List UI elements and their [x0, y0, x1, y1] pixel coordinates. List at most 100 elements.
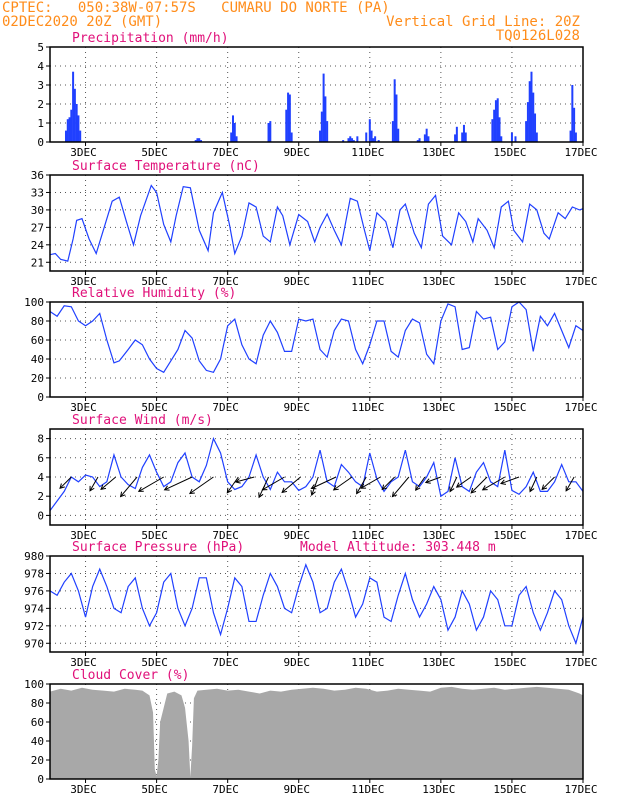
precip-bar — [571, 85, 574, 142]
wind-xtick-label: 17DEC — [564, 529, 597, 542]
precip-bar — [324, 96, 327, 142]
precip-bar — [496, 98, 499, 142]
temp-xtick-label: 15DEC — [493, 275, 526, 288]
rh-frame — [49, 301, 584, 398]
wind-arrow-head — [261, 485, 268, 491]
precip-bar — [66, 119, 69, 142]
wind-arrow — [311, 476, 319, 496]
wind-arrow — [482, 476, 506, 491]
precip-bar — [70, 109, 73, 142]
precip-bar — [494, 100, 497, 142]
temp-ytick-label: 30 — [31, 204, 44, 217]
wind-arrow-head — [449, 486, 455, 493]
header-line2-left: 02DEC2020 20Z (GMT) — [2, 14, 163, 30]
precip-bar — [196, 138, 199, 142]
rh-xtick-label: 15DEC — [493, 401, 526, 414]
pressure-annotation: Model Altitude: 303.448 m — [300, 540, 496, 555]
header-line2-right: Vertical Grid Line: 20Z — [386, 14, 580, 30]
wind-arrow — [59, 476, 72, 489]
precip-bar — [427, 136, 430, 142]
temp-xtick-label: 5DEC — [141, 275, 168, 288]
precip-bar — [393, 79, 396, 142]
precip-bar — [569, 130, 572, 142]
temp-xtick-label: 7DEC — [212, 275, 239, 288]
rh-ytick-label: 40 — [31, 353, 44, 366]
wind-arrow — [500, 476, 520, 485]
precip-bar — [269, 121, 272, 142]
wind-arrow-head — [481, 485, 488, 491]
precip-bar — [514, 136, 517, 142]
pressure-ytick-label: 972 — [24, 620, 44, 633]
precip-bar — [349, 136, 352, 142]
precip-ytick-label: 5 — [37, 41, 44, 54]
cloud-ytick-label: 40 — [31, 735, 44, 748]
temp-xtick-label: 9DEC — [283, 275, 310, 288]
rh-xtick-label: 5DEC — [141, 401, 168, 414]
pressure-xtick-label: 9DEC — [283, 656, 310, 669]
precip-bar — [351, 138, 354, 142]
wind-arrow-head — [424, 478, 431, 484]
wind-xtick-label: 15DEC — [493, 529, 526, 542]
wind-xtick-label: 5DEC — [141, 529, 168, 542]
wind-arrow-head — [415, 485, 421, 491]
pressure-ytick-label: 980 — [24, 550, 44, 563]
precip-bar — [500, 136, 503, 142]
precip-bar — [510, 132, 513, 142]
rh-xtick-label: 9DEC — [283, 401, 310, 414]
wind-xtick-label: 7DEC — [212, 529, 239, 542]
wind-xtick-label: 11DEC — [351, 529, 384, 542]
pressure-xtick-label: 5DEC — [141, 656, 168, 669]
cloud-ytick-label: 20 — [31, 754, 44, 767]
wind-arrow — [360, 476, 381, 489]
wind-panel — [46, 428, 584, 529]
pressure-ytick-label: 976 — [24, 585, 44, 598]
precip-bar — [287, 92, 290, 142]
wind-arrow-head — [226, 487, 233, 494]
precip-bar — [573, 107, 576, 142]
precip-bar — [290, 132, 293, 142]
precip-bar — [285, 109, 288, 142]
rh-ytick-label: 20 — [31, 372, 44, 385]
wind-arrow-head — [529, 486, 535, 493]
precip-bar — [532, 92, 535, 142]
precip-title: Precipitation (mm/h) — [72, 31, 229, 46]
precip-bar — [535, 132, 538, 142]
rh-xtick-label: 3DEC — [70, 401, 97, 414]
wind-ytick-label: 0 — [37, 509, 44, 522]
precip-bar — [365, 132, 368, 142]
precip-ytick-label: 0 — [37, 136, 44, 149]
wind-arrow-head — [565, 485, 571, 492]
header-line1: CPTEC: 050:38W-07:57S CUMARU DO NORTE (P… — [2, 0, 390, 16]
cloud-xtick-label: 5DEC — [141, 783, 168, 796]
wind-arrow-head — [541, 484, 548, 491]
pressure-frame — [49, 555, 584, 653]
temp-ytick-label: 24 — [31, 239, 45, 252]
precip-xtick-label: 13DEC — [422, 146, 455, 159]
precip-bar — [320, 111, 323, 142]
precip-xtick-label: 17DEC — [564, 146, 597, 159]
precip-bar — [574, 132, 577, 142]
precip-bar — [79, 130, 82, 142]
cloud-panel — [46, 683, 584, 783]
precip-bar — [377, 140, 380, 142]
temp-xtick-label: 13DEC — [422, 275, 455, 288]
precip-ytick-label: 4 — [37, 60, 44, 73]
precip-bar — [528, 81, 531, 142]
precip-panel — [46, 46, 584, 146]
precip-bar — [416, 140, 419, 142]
precip-frame — [49, 46, 584, 143]
wind-arrow — [449, 476, 458, 492]
wind-arrow-head — [137, 486, 144, 492]
precip-bar — [319, 130, 322, 142]
rh-ytick-label: 80 — [31, 315, 44, 328]
precip-bar — [455, 126, 458, 142]
precip-bar — [356, 136, 359, 142]
precip-bar — [68, 117, 71, 142]
wind-arrow-head — [163, 485, 170, 491]
rh-xtick-label: 11DEC — [351, 401, 384, 414]
pressure-xtick-label: 13DEC — [422, 656, 455, 669]
cloud-ytick-label: 80 — [31, 697, 44, 710]
precip-bar — [64, 130, 67, 142]
pressure-panel — [46, 555, 584, 656]
